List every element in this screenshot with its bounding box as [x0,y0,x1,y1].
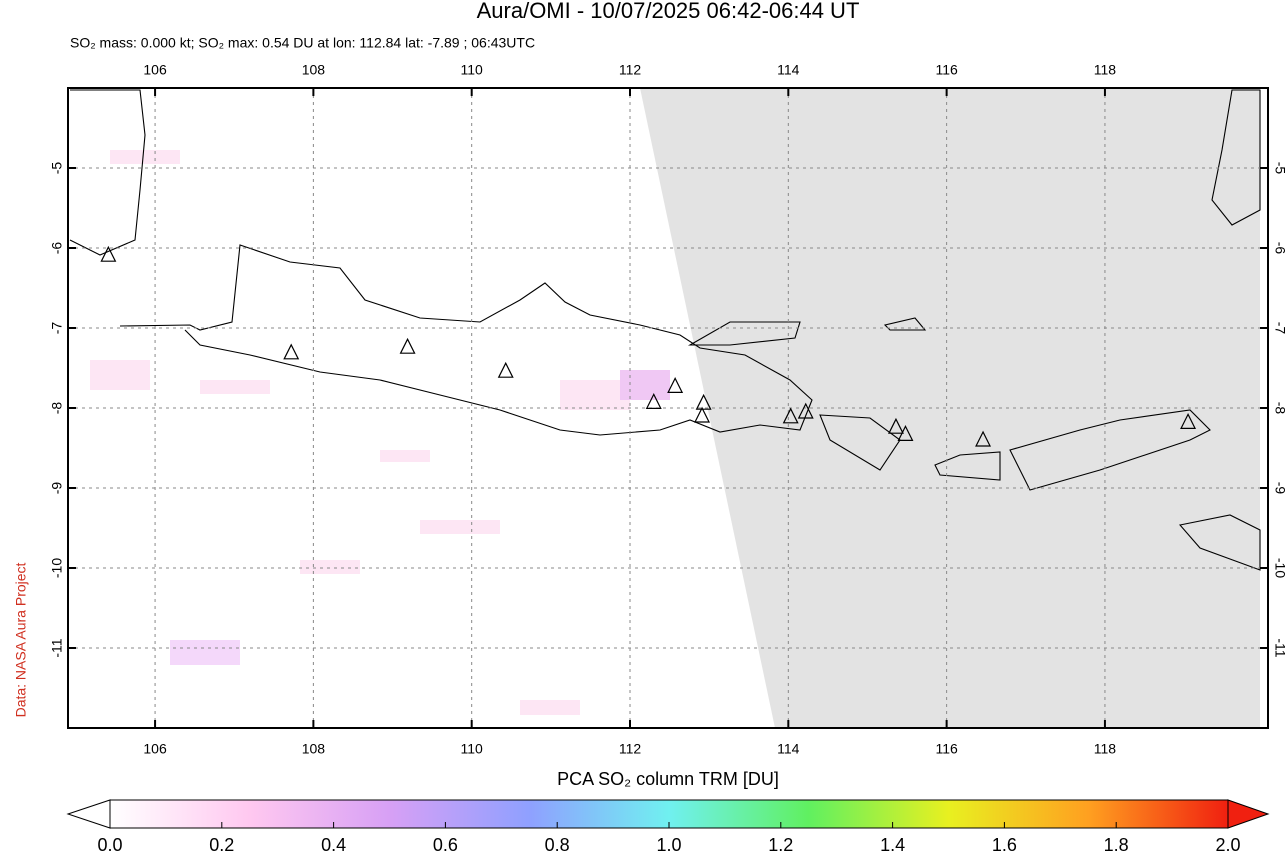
x-tick-label: 114 [777,62,800,78]
y-tick-label: -5 [1272,162,1288,175]
volcano-marker [399,337,416,354]
colorbar-tick-label: 0.0 [97,835,122,855]
y-tick-label: -5 [49,162,65,175]
y-tick-label: -7 [1272,322,1288,335]
x-tick-label: 106 [143,741,167,757]
source-note: Data: NASA Aura Project [13,562,29,717]
x-tick-label: 108 [302,62,326,78]
colorbar-tick-label: 1.6 [992,835,1017,855]
y-tick-label: -9 [1272,482,1288,495]
y-tick-label: -6 [49,242,65,255]
volcano-marker [887,417,904,434]
x-tick-label: 118 [1094,62,1117,78]
x-tick-label: 112 [619,62,642,78]
y-tick-label: -9 [49,482,65,495]
y-tick-label: -8 [1272,402,1288,415]
x-tick-label: 118 [1094,741,1117,757]
subtitle: SO₂ mass: 0.000 kt; SO₂ max: 0.54 DU at … [70,35,535,51]
x-tick-label: 108 [302,741,326,757]
colorbar-tick-label: 1.8 [1104,835,1129,855]
y-tick-label: -7 [49,322,65,335]
x-tick-label: 110 [461,62,484,78]
colorbar-under [66,799,111,829]
colorbar-tick-label: 1.0 [656,835,681,855]
swath-pink [90,150,670,715]
colorbar-over [1227,799,1270,829]
y-tick-label: -10 [1272,558,1288,578]
x-tick-label: 110 [461,741,484,757]
x-tick-label: 116 [935,741,958,757]
volcano-marker [645,393,662,409]
colorbar-tick-label: 0.6 [433,835,458,855]
volcano-marker [975,430,992,447]
y-tick-label: -6 [1272,242,1288,255]
colorbar-tick-label: 2.0 [1215,835,1240,855]
colorbar-tick-label: 1.2 [768,835,793,855]
title: Aura/OMI - 10/07/2025 06:42-06:44 UT [477,0,860,23]
y-tick-label: -11 [1272,638,1288,657]
colorbar-tick-label: 0.4 [321,835,346,855]
x-tick-label: 112 [619,741,642,757]
y-tick-label: -8 [49,402,65,415]
y-tick-label: -11 [49,638,65,657]
volcano-marker [897,425,914,441]
volcano-marker [1180,413,1197,429]
x-tick-label: 106 [143,62,167,78]
x-tick-label: 114 [777,741,800,757]
volcano-marker [695,393,712,410]
volcano-marker [782,407,799,424]
map-frame [67,87,1269,729]
volcano-marker [497,361,514,378]
axes: 106 106 108 108 110 110 112 112 114 114 116 116 118 1… [49,62,1288,757]
volcano-marker [667,377,684,393]
volcano-marker [694,406,711,423]
volcano-marker [283,343,300,360]
coastlines [69,89,1261,571]
y-tick-label: -10 [49,558,65,578]
colorbar-tick-label: 1.4 [880,835,905,855]
colorbar-tick-label: 0.2 [209,835,234,855]
volcano-marker [797,402,814,419]
x-tick-label: 116 [935,62,958,78]
volcano-marker [100,245,117,262]
colorbar-tick-label: 0.8 [545,835,570,855]
colorbar-label: PCA SO₂ column TRM [DU] [557,769,779,789]
